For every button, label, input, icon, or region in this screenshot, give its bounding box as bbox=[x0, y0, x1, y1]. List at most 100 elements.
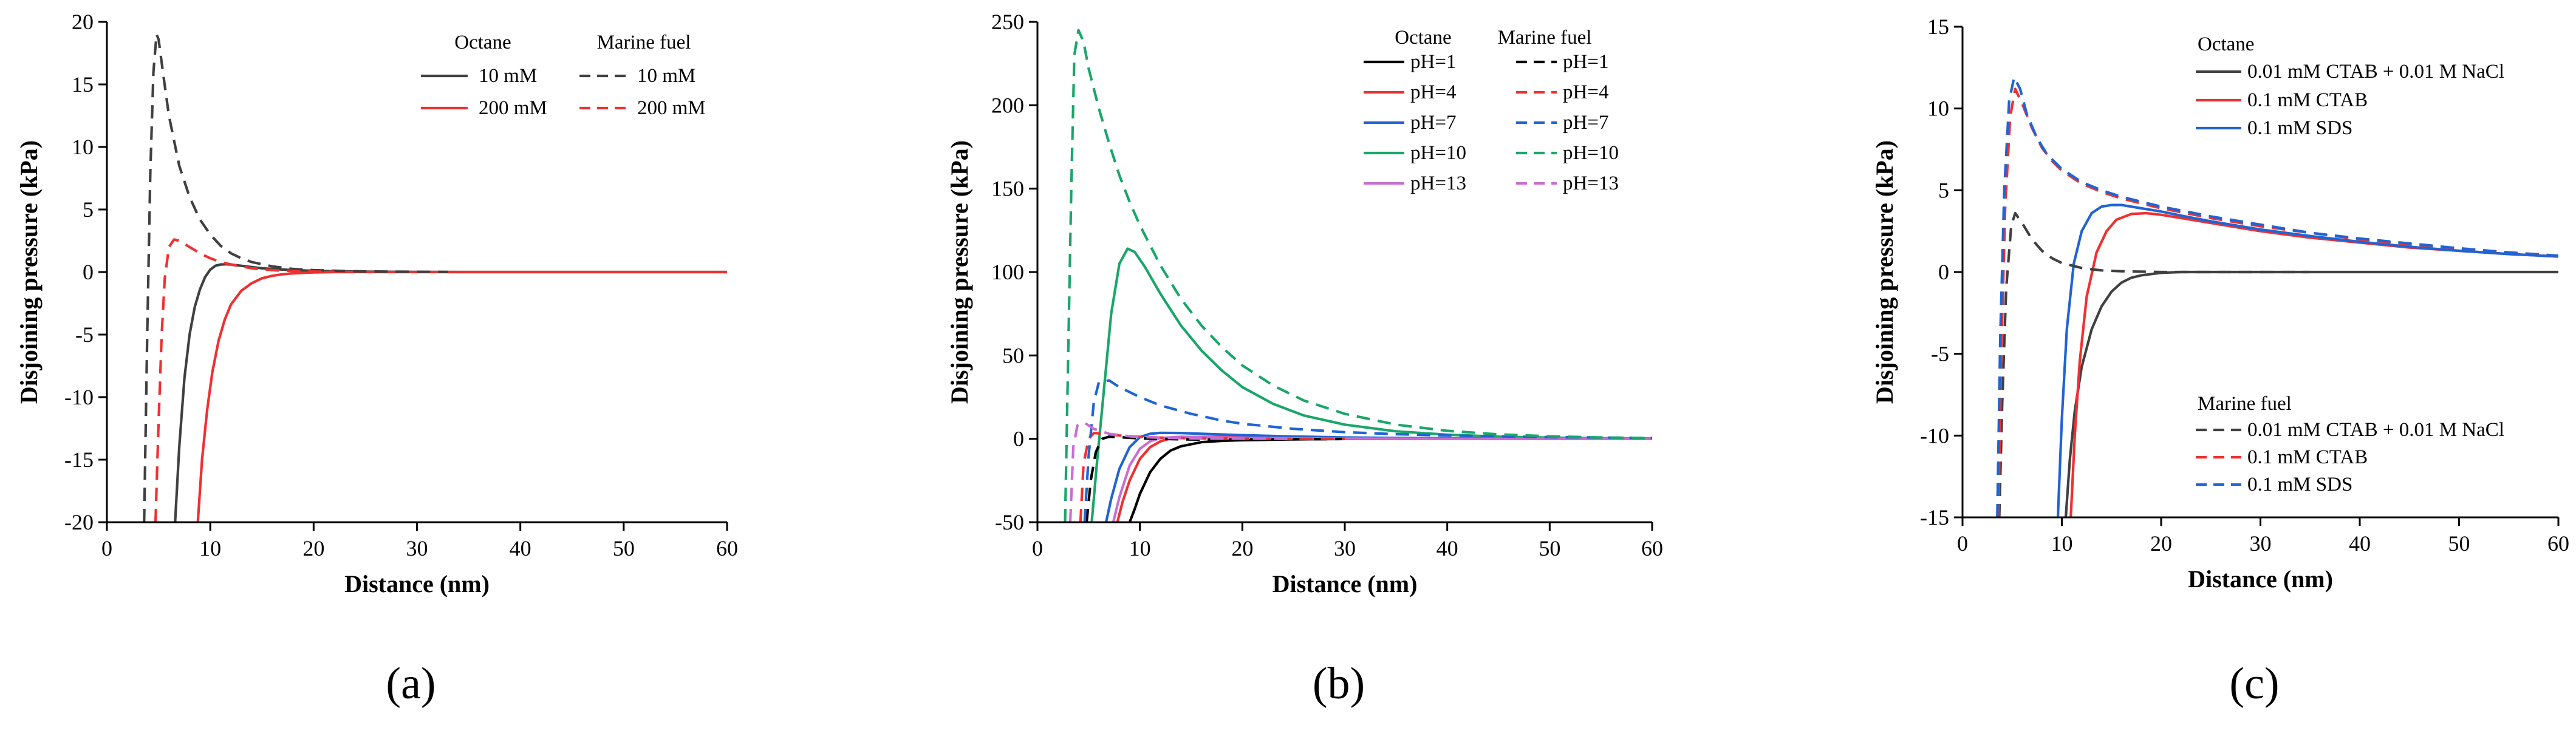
x-tick-label: 60 bbox=[716, 536, 738, 560]
x-axis-label: Distance (nm) bbox=[1273, 570, 1418, 598]
legend-entry: pH=1 bbox=[1563, 51, 1608, 73]
x-tick-label: 10 bbox=[1129, 536, 1151, 560]
y-tick-label: 200 bbox=[991, 93, 1024, 117]
series-line-marine-fuel-3 bbox=[143, 33, 448, 522]
chart-panel-2: 0 10 20 30 40 50 60 -50 0 50 100 150 200 250 Distance … bbox=[946, 10, 1663, 709]
y-axis-label: Disjoining pressure (kPa) bbox=[15, 140, 43, 404]
legend-entry: 10 mM bbox=[637, 65, 695, 87]
y-tick-label: 0 bbox=[1938, 260, 1949, 284]
y-tick-label: 150 bbox=[991, 177, 1024, 201]
x-tick-label: 30 bbox=[406, 536, 428, 560]
y-tick-label: 15 bbox=[1927, 15, 1949, 39]
x-tick-label: 30 bbox=[2250, 531, 2272, 556]
y-tick-label: 250 bbox=[991, 10, 1024, 34]
x-tick-label: 50 bbox=[1539, 536, 1560, 560]
y-tick-label: 50 bbox=[1002, 343, 1024, 367]
y-tick-label: -50 bbox=[995, 510, 1024, 534]
series-line-marine-fuel-4 bbox=[154, 238, 335, 522]
y-axis-label: Disjoining pressure (kPa) bbox=[946, 140, 973, 404]
legend-entry: pH=4 bbox=[1410, 81, 1456, 103]
legend-title: Marine fuel bbox=[2198, 393, 2292, 415]
legend-entry: 200 mM bbox=[479, 97, 547, 119]
legend-entry: 0.01 mM CTAB + 0.01 M NaCl bbox=[2247, 61, 2504, 83]
series-line-octane-4 bbox=[1090, 247, 1652, 522]
x-tick-label: 50 bbox=[2448, 531, 2470, 556]
legend-title: Octane bbox=[454, 32, 511, 53]
series-line-octane-2 bbox=[1116, 435, 1652, 522]
legend-entry: 0.1 mM CTAB bbox=[2247, 446, 2368, 468]
series-line-marine-fuel-4 bbox=[1998, 211, 2311, 517]
x-tick-label: 10 bbox=[2051, 531, 2073, 556]
series-line-octane-3 bbox=[1104, 431, 1652, 522]
series-line-octane-2 bbox=[2069, 211, 2558, 517]
x-tick-label: 20 bbox=[2150, 531, 2172, 556]
x-tick-label: 40 bbox=[510, 536, 531, 560]
x-tick-label: 10 bbox=[199, 536, 221, 560]
x-tick-label: 50 bbox=[613, 536, 635, 560]
series-line-octane-3 bbox=[2056, 203, 2558, 517]
x-tick-label: 20 bbox=[302, 536, 324, 560]
y-tick-label: -15 bbox=[64, 448, 94, 472]
x-tick-label: 30 bbox=[1334, 536, 1356, 560]
legend-entry: pH=7 bbox=[1410, 112, 1456, 134]
legend-entry: 0.1 mM CTAB bbox=[2247, 89, 2368, 111]
legend-entry: pH=4 bbox=[1563, 81, 1608, 103]
legend-title: Marine fuel bbox=[1498, 27, 1592, 49]
y-tick-label: 20 bbox=[72, 10, 94, 34]
panel-label: (a) bbox=[386, 659, 436, 709]
y-tick-label: -5 bbox=[1931, 342, 1949, 366]
legend-entry: pH=13 bbox=[1410, 172, 1466, 194]
x-tick-label: 0 bbox=[1032, 536, 1043, 560]
y-tick-label: 5 bbox=[83, 197, 94, 222]
x-tick-label: 60 bbox=[1641, 536, 1663, 560]
legend: Octane 10 mM 200 mM Marine fuel 10 mM 200 mM bbox=[421, 32, 706, 119]
x-tick-label: 0 bbox=[1957, 531, 1968, 556]
series-line-marine-fuel-6 bbox=[1996, 76, 2558, 517]
series-line-marine-fuel-10 bbox=[1068, 421, 1294, 522]
legend-title: Octane bbox=[1395, 27, 1451, 49]
series-line-octane-2 bbox=[196, 270, 727, 522]
x-axis-label: Distance (nm) bbox=[2188, 565, 2333, 593]
panel-label: (b) bbox=[1313, 659, 1365, 709]
x-tick-label: 40 bbox=[2349, 531, 2371, 556]
y-axis-label: Disjoining pressure (kPa) bbox=[1871, 140, 1898, 404]
y-tick-label: 100 bbox=[991, 260, 1024, 284]
x-tick-label: 20 bbox=[1231, 536, 1253, 560]
chart-panel-1: 0 10 20 30 40 50 60 -20 -15 -10 -5 0 5 10 15 20 Distance… bbox=[15, 10, 738, 709]
legend-entry: 0.1 mM SDS bbox=[2247, 117, 2352, 139]
series-line-octane-1 bbox=[174, 263, 727, 522]
y-tick-label: -20 bbox=[64, 510, 94, 534]
legend-entry: 10 mM bbox=[479, 65, 537, 87]
y-tick-label: -15 bbox=[1920, 505, 1949, 530]
legend-title: Octane bbox=[2198, 33, 2254, 55]
panel-label: (c) bbox=[2229, 659, 2279, 709]
legend-entry: 0.1 mM SDS bbox=[2247, 474, 2352, 496]
legend-entry: pH=10 bbox=[1563, 142, 1619, 164]
x-axis-label: Distance (nm) bbox=[344, 570, 490, 598]
x-tick-label: 60 bbox=[2547, 531, 2569, 556]
legend-entry: pH=1 bbox=[1410, 51, 1456, 73]
y-tick-label: 5 bbox=[1938, 178, 1949, 202]
y-tick-label: 10 bbox=[72, 135, 94, 159]
legend-entry: pH=10 bbox=[1410, 142, 1466, 164]
series-line-octane-1 bbox=[1128, 437, 1652, 522]
series-line-marine-fuel-9 bbox=[1064, 29, 1652, 522]
y-tick-label: -5 bbox=[75, 322, 94, 347]
y-tick-label: 0 bbox=[1013, 427, 1024, 451]
legend-entry: 0.01 mM CTAB + 0.01 M NaCl bbox=[2247, 419, 2504, 441]
legend: Octane 0.01 mM CTAB + 0.01 M NaCl 0.1 mM C… bbox=[2196, 33, 2504, 496]
series-line-octane-5 bbox=[1112, 435, 1652, 522]
series-line-marine-fuel-8 bbox=[1083, 379, 1652, 522]
legend-entry: pH=7 bbox=[1563, 112, 1608, 134]
chart-panel-3: 0 10 20 30 40 50 60 -15 -10 -5 0 5 10 15 Distance (nm)… bbox=[1871, 15, 2569, 709]
y-tick-label: 10 bbox=[1927, 97, 1949, 121]
y-tick-label: -10 bbox=[64, 385, 94, 409]
x-tick-label: 40 bbox=[1437, 536, 1458, 560]
y-tick-label: 15 bbox=[72, 72, 94, 97]
y-tick-label: -10 bbox=[1920, 423, 1949, 448]
legend-entry: 200 mM bbox=[637, 97, 706, 119]
legend-title: Marine fuel bbox=[597, 32, 691, 53]
legend-entry: pH=13 bbox=[1563, 172, 1619, 194]
